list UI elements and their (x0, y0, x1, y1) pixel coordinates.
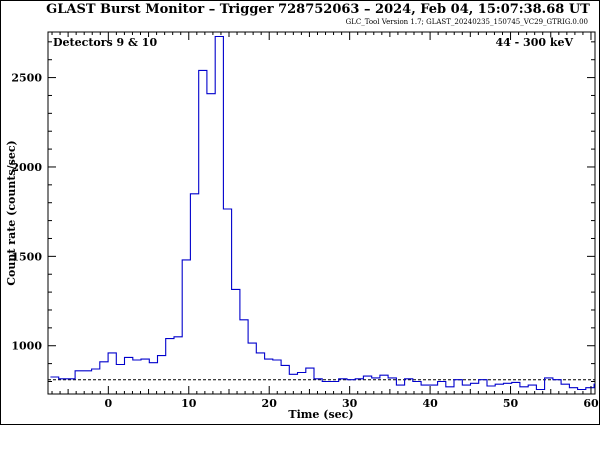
chart-title: GLAST Burst Monitor – Trigger 728752063 … (46, 2, 590, 17)
y-tick-label: 2500 (11, 72, 42, 85)
x-tick-label: 10 (181, 397, 197, 410)
y-tick-label: 2000 (11, 161, 42, 174)
y-tick-label: 1000 (11, 340, 42, 353)
x-tick-label: 20 (262, 397, 278, 410)
y-tick-label: 1500 (11, 250, 42, 263)
x-axis-label: Time (sec) (288, 408, 353, 421)
chart-subtitle: GLC_Tool Version 1.7; GLAST_20240235_150… (346, 18, 588, 26)
energy-range-label: 44 - 300 keV (496, 36, 574, 49)
y-axis-ticks: 1000 1500 2000 2500 (11, 41, 595, 382)
y-axis-label: Count rate (counts/sec) (5, 140, 18, 285)
x-tick-label: 0 (105, 397, 113, 410)
x-tick-label: 60 (583, 397, 599, 410)
x-axis-ticks: 0 10 20 30 40 50 60 (51, 32, 599, 410)
lightcurve-series (50, 35, 595, 391)
x-tick-label: 30 (342, 397, 358, 410)
plot-area (47, 31, 596, 395)
x-tick-label: 40 (422, 397, 438, 410)
detectors-label: Detectors 9 & 10 (53, 36, 157, 49)
x-tick-label: 50 (503, 397, 519, 410)
